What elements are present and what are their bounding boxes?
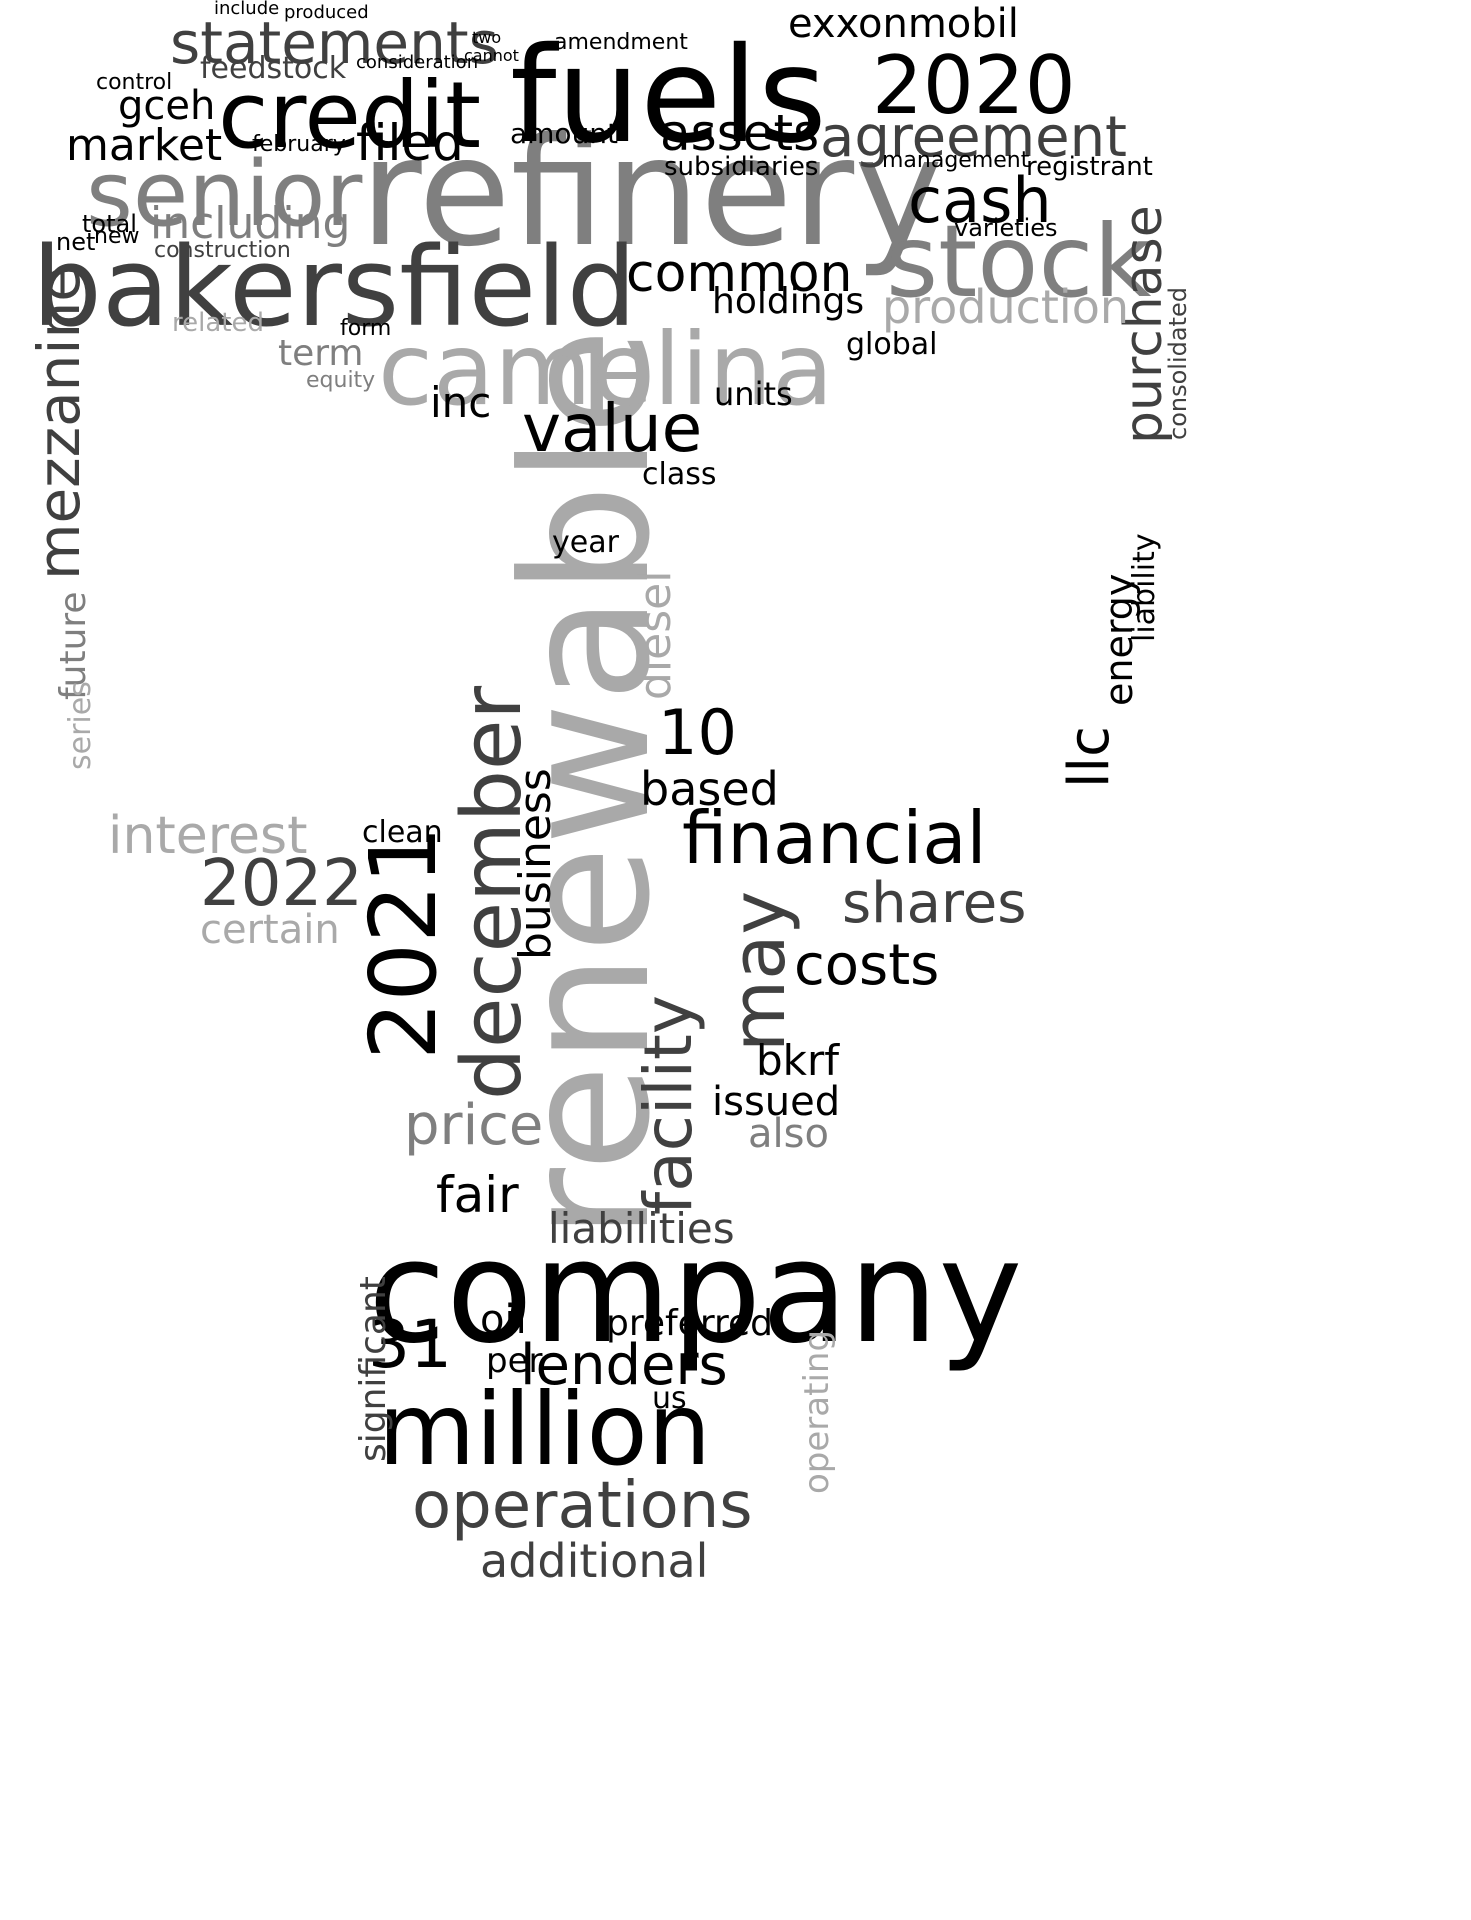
cloud-word-assets: assets [660,104,820,162]
cloud-word-preferred: preferred [606,1303,774,1344]
cloud-word-operating: operating [797,1329,837,1494]
cloud-word-construction: construction [154,238,291,263]
cloud-word-gceh: gceh [118,83,216,129]
cloud-word-facility: facility [630,995,707,1215]
cloud-word-market: market [66,120,223,171]
cloud-word-global: global [846,327,938,362]
cloud-word-inc: inc [430,378,492,427]
cloud-word-including: including [150,198,351,249]
cloud-word-also: also [748,1111,829,1157]
cloud-word-fair: fair [436,1166,519,1224]
cloud-word-shares: shares [842,871,1027,936]
cloud-word-agreement: agreement [820,105,1128,170]
cloud-word-liability: liability [1127,533,1162,642]
cloud-word-mezzanine: mezzanine [25,266,93,580]
cloud-word-2022: 2022 [200,847,363,921]
cloud-word-february: february [252,132,346,157]
cloud-word-llc: llc [1057,726,1122,788]
cloud-word-refinery: refinery [360,106,943,280]
cloud-word-financial: financial [682,796,987,880]
cloud-word-credit: credit [218,62,482,169]
cloud-word-bakersfield: bakersfield [32,223,637,351]
cloud-word-lenders: lenders [520,1333,728,1398]
cloud-word-10: 10 [658,696,737,769]
cloud-word-amendment: amendment [554,30,688,55]
cloud-word-clean: clean [362,815,443,850]
cloud-word-management: management [882,148,1030,173]
cloud-word-business: business [510,768,561,960]
cloud-word-include: include [214,0,280,19]
cloud-word-holdings: holdings [712,281,865,322]
cloud-word-production: production [882,280,1130,334]
cloud-word-oil: oil [480,1297,527,1343]
cloud-word-subsidiaries: subsidiaries [664,152,819,182]
cloud-word-exxonmobil: exxonmobil [788,1,1019,47]
cloud-word-per: per [486,1341,543,1381]
cloud-word-cannot: cannot [464,46,519,65]
cloud-word-2020: 2020 [872,39,1076,132]
cloud-word-consideration: consideration [356,52,479,73]
cloud-word-feedstock: feedstock [200,51,347,86]
cloud-word-diesel: diesel [630,570,681,700]
cloud-word-statements: statements [170,9,499,77]
cloud-word-registrant: registrant [1026,152,1153,182]
cloud-word-may: may [716,890,802,1052]
cloud-word-series: series [63,681,98,770]
cloud-word-cash: cash [908,164,1052,237]
cloud-word-new: new [94,224,140,249]
cloud-word-equity: equity [306,368,376,393]
cloud-word-company: company [368,1210,1023,1375]
cloud-word-us: us [652,1381,687,1416]
cloud-word-filed: filed [356,114,464,172]
cloud-word-varieties: varieties [954,214,1058,242]
cloud-word-31: 31 [368,1306,452,1383]
cloud-word-two: two [472,28,502,47]
cloud-word-significant: significant [353,1276,394,1462]
cloud-word-senior: senior [86,142,363,247]
cloud-word-consolidated: consolidated [1164,287,1192,440]
cloud-word-liabilities: liabilities [548,1204,735,1253]
cloud-word-related: related [172,308,264,338]
cloud-word-produced: produced [284,2,369,23]
cloud-word-units: units [714,375,793,413]
cloud-word-total: total [82,210,137,238]
cloud-word-issued: issued [712,1079,841,1125]
cloud-word-camelina: camelina [378,311,834,428]
cloud-word-value: value [522,390,703,467]
cloud-word-2021: 2021 [350,825,457,1060]
cloud-word-amount: amount [510,117,619,150]
cloud-word-operations: operations [412,1469,753,1543]
cloud-word-fuels: fuels [510,19,827,173]
cloud-word-form: form [340,316,392,341]
cloud-word-stock: stock [886,203,1152,320]
cloud-word-additional: additional [480,1534,709,1588]
cloud-word-class: class [642,457,717,492]
cloud-word-price: price [404,1093,544,1158]
cloud-word-term: term [278,333,364,374]
cloud-word-control: control [96,70,173,95]
cloud-word-common: common [626,244,853,304]
cloud-word-million: million [378,1371,712,1488]
cloud-word-costs: costs [794,933,940,998]
cloud-word-year: year [552,525,619,560]
cloud-word-interest: interest [108,806,308,866]
cloud-word-based: based [640,762,779,816]
cloud-word-certain: certain [200,907,340,953]
cloud-word-net: net [56,228,96,256]
cloud-word-bkrf: bkrf [756,1036,840,1085]
